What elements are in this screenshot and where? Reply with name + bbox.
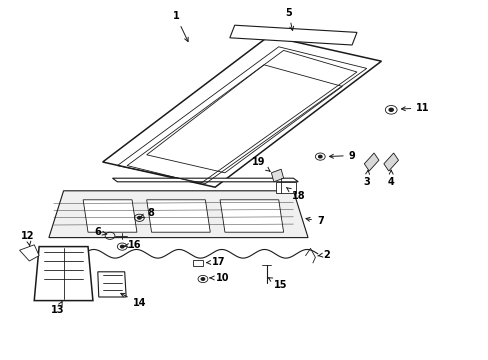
Text: 18: 18 [286,188,305,201]
Text: 1: 1 [172,11,188,41]
Text: 4: 4 [387,170,394,187]
Polygon shape [276,182,295,193]
Circle shape [318,156,321,158]
Circle shape [138,216,141,219]
Text: 13: 13 [51,302,64,315]
Text: 11: 11 [401,103,429,113]
Text: 8: 8 [140,208,154,218]
Polygon shape [229,25,356,45]
Text: 19: 19 [251,157,269,171]
Polygon shape [20,245,39,261]
Polygon shape [146,200,210,232]
Text: 7: 7 [305,216,323,226]
Polygon shape [383,153,398,171]
Text: 6: 6 [94,227,106,237]
Polygon shape [193,260,203,266]
Circle shape [201,278,204,280]
Text: 2: 2 [317,249,329,260]
Text: 3: 3 [363,170,369,187]
Polygon shape [98,272,126,297]
Circle shape [120,246,124,248]
Text: 16: 16 [124,240,141,250]
Polygon shape [34,247,93,301]
Polygon shape [83,200,137,232]
Polygon shape [102,36,381,187]
Text: 9: 9 [329,150,355,161]
Text: 12: 12 [21,231,35,246]
Polygon shape [271,169,283,182]
Text: 10: 10 [209,273,229,283]
Polygon shape [49,191,307,238]
Text: 14: 14 [121,293,146,308]
Text: 17: 17 [206,257,225,267]
Polygon shape [220,200,283,232]
Circle shape [388,108,392,111]
Text: 15: 15 [268,278,287,290]
Text: 5: 5 [285,8,293,31]
Polygon shape [112,178,298,182]
Polygon shape [364,153,378,171]
